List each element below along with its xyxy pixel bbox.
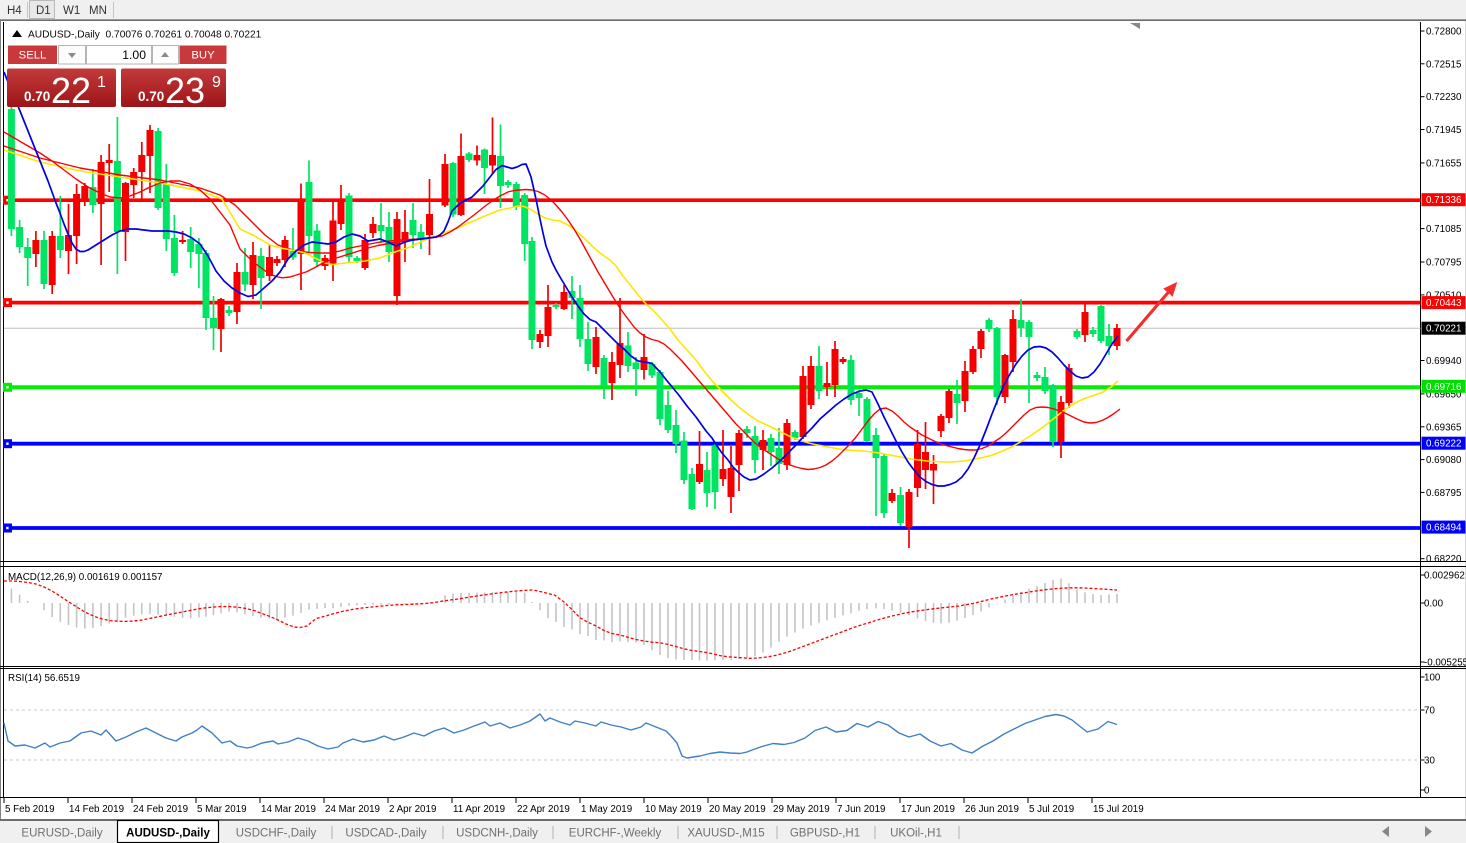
svg-text:SELL: SELL xyxy=(19,50,47,62)
svg-text:AUDUSD-,Daily: AUDUSD-,Daily xyxy=(126,828,210,840)
svg-text:14 Mar 2019: 14 Mar 2019 xyxy=(261,804,316,815)
svg-text:0.68494: 0.68494 xyxy=(1426,523,1462,534)
svg-text:22: 22 xyxy=(51,70,91,111)
svg-text:0.70221: 0.70221 xyxy=(1426,324,1461,335)
svg-text:70: 70 xyxy=(1424,706,1435,717)
svg-text:29 May 2019: 29 May 2019 xyxy=(773,804,830,815)
svg-text:1: 1 xyxy=(97,74,106,91)
svg-text:RSI(14) 56.6519: RSI(14) 56.6519 xyxy=(8,673,80,684)
svg-text:0.70: 0.70 xyxy=(138,89,164,104)
svg-text:0.69940: 0.69940 xyxy=(1426,356,1462,367)
svg-text:MN: MN xyxy=(89,5,107,17)
svg-text:0.71085: 0.71085 xyxy=(1426,224,1462,235)
svg-text:W1: W1 xyxy=(63,5,80,17)
svg-text:0.69650: 0.69650 xyxy=(1426,389,1462,400)
svg-text:0.68220: 0.68220 xyxy=(1426,554,1462,565)
svg-text:5 Mar 2019: 5 Mar 2019 xyxy=(197,804,247,815)
svg-text:0.71945: 0.71945 xyxy=(1426,125,1462,136)
svg-text:26 Jun 2019: 26 Jun 2019 xyxy=(965,804,1019,815)
svg-text:0.00: 0.00 xyxy=(1424,599,1444,610)
svg-text:EURUSD-,Daily: EURUSD-,Daily xyxy=(21,828,102,840)
svg-text:0.69716: 0.69716 xyxy=(1426,382,1462,393)
svg-text:0.70443: 0.70443 xyxy=(1426,298,1462,309)
svg-text:11 Apr 2019: 11 Apr 2019 xyxy=(453,804,505,815)
svg-text:0.72800: 0.72800 xyxy=(1426,27,1462,38)
svg-text:7 Jun 2019: 7 Jun 2019 xyxy=(837,804,885,815)
svg-text:30: 30 xyxy=(1424,756,1435,767)
svg-text:GBPUSD-,H1: GBPUSD-,H1 xyxy=(790,828,860,840)
svg-text:XAUUSD-,M15: XAUUSD-,M15 xyxy=(687,828,764,840)
svg-text:0.72515: 0.72515 xyxy=(1426,59,1462,70)
svg-text:0.69222: 0.69222 xyxy=(1426,439,1461,450)
svg-text:UKOil-,H1: UKOil-,H1 xyxy=(890,828,942,840)
svg-text:23: 23 xyxy=(165,70,205,111)
svg-text:MACD(12,26,9) 0.001619 0.00115: MACD(12,26,9) 0.001619 0.001157 xyxy=(8,572,163,583)
svg-text:0.69080: 0.69080 xyxy=(1426,455,1462,466)
svg-text:0.70: 0.70 xyxy=(24,89,50,104)
svg-text:EURCHF-,Weekly: EURCHF-,Weekly xyxy=(569,828,662,840)
svg-text:1 May 2019: 1 May 2019 xyxy=(581,804,632,815)
svg-text:AUDUSD-,Daily 0.70076 0.70261: AUDUSD-,Daily 0.70076 0.70261 0.70048 0.… xyxy=(28,30,262,41)
svg-text:22 Apr 2019: 22 Apr 2019 xyxy=(517,804,570,815)
svg-text:24 Feb 2019: 24 Feb 2019 xyxy=(133,804,188,815)
svg-text:0.002962: 0.002962 xyxy=(1424,571,1465,582)
svg-text:20 May 2019: 20 May 2019 xyxy=(709,804,766,815)
svg-text:USDCHF-,Daily: USDCHF-,Daily xyxy=(236,828,317,840)
svg-text:14 Feb 2019: 14 Feb 2019 xyxy=(69,804,124,815)
svg-text:0.70510: 0.70510 xyxy=(1426,290,1462,301)
svg-text:10 May 2019: 10 May 2019 xyxy=(645,804,702,815)
svg-text:-0.005255: -0.005255 xyxy=(1424,658,1466,669)
svg-text:17 Jun 2019: 17 Jun 2019 xyxy=(901,804,955,815)
svg-text:0: 0 xyxy=(1424,786,1430,797)
svg-text:1.00: 1.00 xyxy=(122,48,146,62)
svg-text:9: 9 xyxy=(212,74,221,91)
svg-text:0.69365: 0.69365 xyxy=(1426,422,1462,433)
svg-text:D1: D1 xyxy=(36,5,51,17)
svg-text:5 Feb 2019: 5 Feb 2019 xyxy=(5,804,55,815)
svg-text:H4: H4 xyxy=(7,5,22,17)
svg-text:BUY: BUY xyxy=(191,50,215,62)
svg-text:0.72230: 0.72230 xyxy=(1426,92,1462,103)
svg-text:2 Apr 2019: 2 Apr 2019 xyxy=(389,804,436,815)
svg-text:0.70795: 0.70795 xyxy=(1426,258,1462,269)
svg-text:0.71336: 0.71336 xyxy=(1426,195,1462,206)
svg-text:0.68795: 0.68795 xyxy=(1426,488,1462,499)
svg-text:24 Mar 2019: 24 Mar 2019 xyxy=(325,804,380,815)
svg-text:USDCNH-,Daily: USDCNH-,Daily xyxy=(456,828,538,840)
svg-text:100: 100 xyxy=(1424,673,1441,684)
svg-text:USDCAD-,Daily: USDCAD-,Daily xyxy=(345,828,426,840)
svg-text:5 Jul 2019: 5 Jul 2019 xyxy=(1029,804,1074,815)
svg-text:15 Jul 2019: 15 Jul 2019 xyxy=(1093,804,1144,815)
svg-text:0.71655: 0.71655 xyxy=(1426,158,1462,169)
